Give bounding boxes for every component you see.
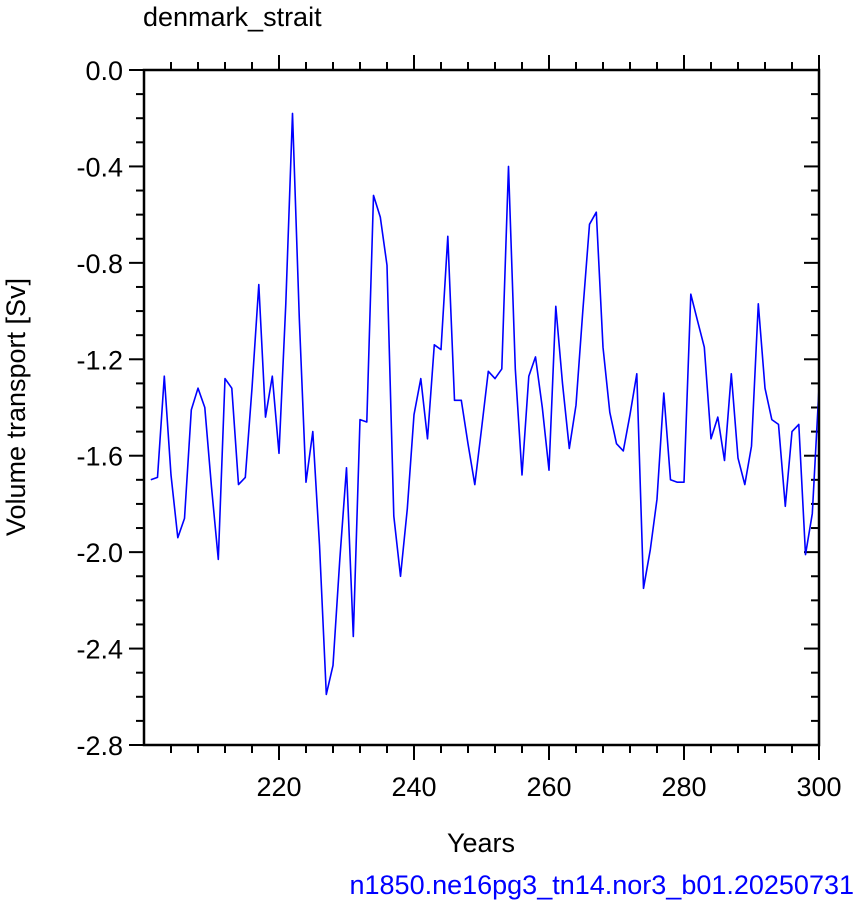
case-id-label: n1850.ne16pg3_tn14.nor3_b01.20250731 bbox=[349, 870, 855, 900]
y-tick-label: -1.2 bbox=[76, 345, 123, 375]
x-tick-label: 220 bbox=[256, 772, 301, 802]
x-tick-label: 260 bbox=[526, 772, 571, 802]
y-axis-label: Volume transport [Sv] bbox=[1, 278, 31, 536]
y-tick-label: -2.8 bbox=[76, 731, 123, 761]
chart-title: denmark_strait bbox=[143, 2, 322, 32]
line-chart: 0.0 -0.4 -0.8 -1.2 -1.6 -2.0 -2.4 -2.8 220 240 26… bbox=[1, 55, 842, 858]
x-axis-label: Years bbox=[447, 828, 515, 858]
plot-frame bbox=[142, 68, 821, 747]
y-tick-label: -0.8 bbox=[76, 249, 123, 279]
x-tick-label: 280 bbox=[661, 772, 706, 802]
y-tick-label: 0.0 bbox=[85, 56, 123, 86]
y-axis: 0.0 -0.4 -0.8 -1.2 -1.6 -2.0 -2.4 -2.8 bbox=[76, 56, 819, 761]
x-tick-label: 300 bbox=[796, 772, 841, 802]
series-layer bbox=[150, 112, 820, 696]
y-tick-label: -2.4 bbox=[76, 635, 123, 665]
x-tick-label: 240 bbox=[391, 772, 436, 802]
series-line bbox=[150, 112, 820, 696]
y-tick-label: -1.6 bbox=[76, 442, 123, 472]
y-tick-label: -0.4 bbox=[76, 152, 123, 182]
y-tick-label: -2.0 bbox=[76, 538, 123, 568]
x-axis: 220 240 260 280 300 bbox=[170, 55, 842, 802]
